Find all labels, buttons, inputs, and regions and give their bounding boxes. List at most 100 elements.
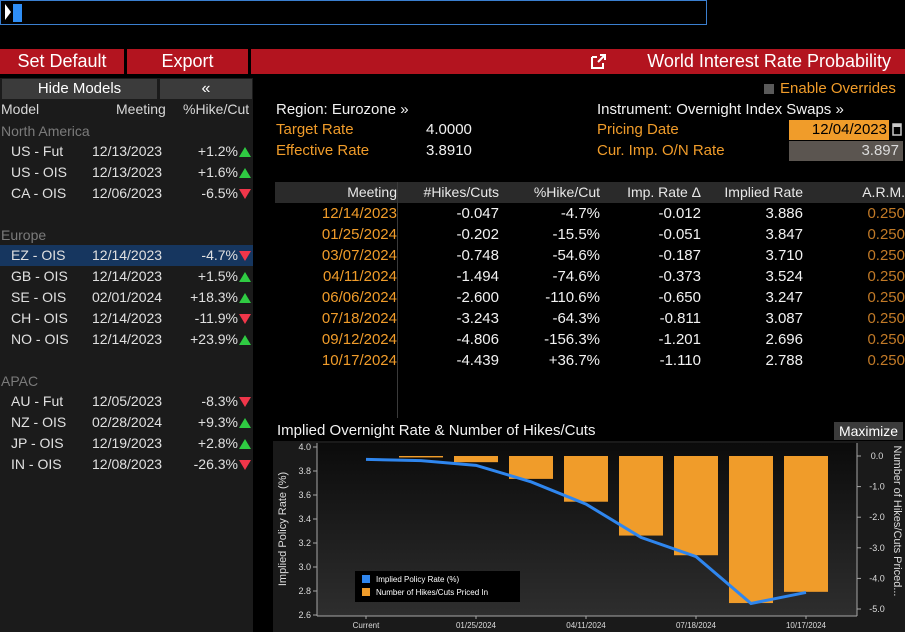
up-arrow-icon [239,168,251,178]
meeting-date: 12/13/2023 [92,143,163,159]
legend-swatch-rate [362,575,370,583]
down-arrow-icon [239,314,251,324]
bar-09/12/2024 [729,456,773,604]
column-header-meeting[interactable]: Meeting [116,101,166,117]
model-row[interactable]: NZ - OIS 02/28/2024 +9.3% [0,412,253,433]
model-row[interactable]: CH - OIS 12/14/2023 -11.9% [0,308,253,329]
export-button[interactable]: Export [127,49,248,74]
implied-rate: 3.710 [765,247,803,264]
table-row[interactable]: 09/12/2024 -4.806 -156.3% -1.201 2.696 0.250 [275,329,905,350]
instrument-selector[interactable]: Instrument: Overnight Index Swaps » [597,101,844,118]
model-name: AU - Fut [11,393,64,409]
column-header-model[interactable]: Model [1,101,40,117]
table-header: Meeting #Hikes/Cuts %Hike/Cut Imp. Rate … [275,182,905,203]
pricing-date-label: Pricing Date [597,121,679,138]
meeting-date: 12/19/2023 [92,435,163,451]
meeting-date: 12/14/2023 [92,268,163,284]
arm-value: 0.250 [867,331,905,348]
x-tick-label: Current [353,621,380,630]
table-row[interactable]: 07/18/2024 -3.243 -64.3% -0.811 3.087 0.250 [275,308,905,329]
x-tick-label: 01/25/2024 [456,621,497,630]
column-header-implied-rate[interactable]: Implied Rate [724,184,803,200]
table-row[interactable]: 04/11/2024 -1.494 -74.6% -0.373 3.524 0.250 [275,266,905,287]
command-line-input[interactable] [0,0,707,25]
toolbar: Set Default Export World Interest Rate P… [0,49,905,74]
set-default-button[interactable]: Set Default [0,49,124,74]
left-tick-label: 3.4 [298,514,311,524]
meeting-date: 06/06/2024 [321,289,397,306]
arm-value: 0.250 [867,310,905,327]
maximize-button[interactable]: Maximize [834,422,903,440]
model-row[interactable]: NO - OIS 12/14/2023 +23.9% [0,329,253,350]
pct-hike-cut: -110.6% [545,289,600,306]
meeting-date: 02/01/2024 [92,289,163,305]
implied-rate: 3.886 [765,205,803,222]
hide-models-button[interactable]: Hide Models [2,79,157,99]
column-header-pct-hike-cut[interactable]: %Hike/Cut [183,101,250,117]
model-row[interactable]: US - Fut 12/13/2023 +1.2% [0,141,253,162]
legend-label-bars: Number of Hikes/Cuts Priced In [376,588,488,597]
model-row[interactable]: CA - OIS 12/06/2023 -6.5% [0,183,253,204]
column-header-imp-rate-delta[interactable]: Imp. Rate Δ [627,184,701,200]
imp-rate-delta: -1.110 [659,352,701,369]
calendar-icon[interactable] [892,122,902,136]
model-name: SE - OIS [11,289,67,305]
model-name: NO - OIS [11,331,69,347]
hikes-cuts: -3.243 [456,310,499,327]
enable-overrides-label[interactable]: Enable Overrides [780,80,896,97]
column-header-meeting[interactable]: Meeting [347,184,397,200]
table-row[interactable]: 06/06/2024 -2.600 -110.6% -0.650 3.247 0.250 [275,287,905,308]
left-tick-label: 2.6 [298,610,311,620]
popout-icon[interactable] [590,53,607,70]
model-name: CH - OIS [11,310,68,326]
model-row[interactable]: US - OIS 12/13/2023 +1.6% [0,162,253,183]
collapse-panel-button[interactable]: « [160,79,252,99]
table-row[interactable]: 10/17/2024 -4.439 +36.7% -1.110 2.788 0.250 [275,350,905,371]
pct-hike-cut: -11.9% [194,310,238,326]
region-selector[interactable]: Region: Eurozone » [276,101,409,118]
toolbar-divider [248,49,251,74]
column-header-arm[interactable]: A.R.M. [862,184,905,200]
table-row[interactable]: 03/07/2024 -0.748 -54.6% -0.187 3.710 0.250 [275,245,905,266]
right-tick-label: -1.0 [869,482,885,492]
pricing-date-input[interactable]: 12/04/2023 [789,120,889,140]
pct-hike-cut: -74.6% [552,268,600,285]
meeting-date: 07/18/2024 [321,310,397,327]
model-row[interactable]: JP - OIS 12/19/2023 +2.8% [0,433,253,454]
table-row[interactable]: 12/14/2023 -0.047 -4.7% -0.012 3.886 0.250 [275,203,905,224]
target-rate-label: Target Rate [276,121,354,138]
imp-rate-delta: -1.201 [658,331,701,348]
down-arrow-icon [239,189,251,199]
target-rate-value: 4.0000 [426,121,472,138]
model-row[interactable]: GB - OIS 12/14/2023 +1.5% [0,266,253,287]
bar-series [399,456,828,604]
meeting-date: 12/13/2023 [92,164,163,180]
table-row[interactable]: 01/25/2024 -0.202 -15.5% -0.051 3.847 0.250 [275,224,905,245]
column-header-pct-hike-cut[interactable]: %Hike/Cut [533,184,600,200]
prompt-caret-icon [5,4,11,20]
implied-rate: 3.247 [765,289,803,306]
implied-rate: 3.087 [765,310,803,327]
hikes-cuts: -2.600 [456,289,499,306]
cur-imp-rate-label: Cur. Imp. O/N Rate [597,142,725,159]
implied-rate: 2.696 [765,331,803,348]
model-row[interactable]: IN - OIS 12/08/2023 -26.3% [0,454,253,475]
arm-value: 0.250 [867,247,905,264]
model-row[interactable]: AU - Fut 12/05/2023 -8.3% [0,391,253,412]
pct-hike-cut: +1.2% [197,143,238,159]
hikes-cuts: -1.494 [456,268,499,285]
x-tick-label: 07/18/2024 [676,621,717,630]
model-row-selected[interactable]: EZ - OIS 12/14/2023 -4.7% [0,245,253,266]
hikes-cuts: -0.202 [456,226,499,243]
implied-rate: 3.847 [765,226,803,243]
right-tick-label: 0.0 [871,451,884,461]
meeting-date: 10/17/2024 [321,352,397,369]
model-row[interactable]: SE - OIS 02/01/2024 +18.3% [0,287,253,308]
chart-title: Implied Overnight Rate & Number of Hikes… [277,422,596,439]
left-tick-label: 3.8 [298,466,311,476]
pct-hike-cut: +1.6% [197,164,238,180]
column-header-hikes-cuts[interactable]: #Hikes/Cuts [423,184,499,200]
pct-hike-cut: -64.3% [552,310,600,327]
enable-overrides-checkbox[interactable] [764,84,774,94]
left-tick-label: 3.2 [298,538,311,548]
